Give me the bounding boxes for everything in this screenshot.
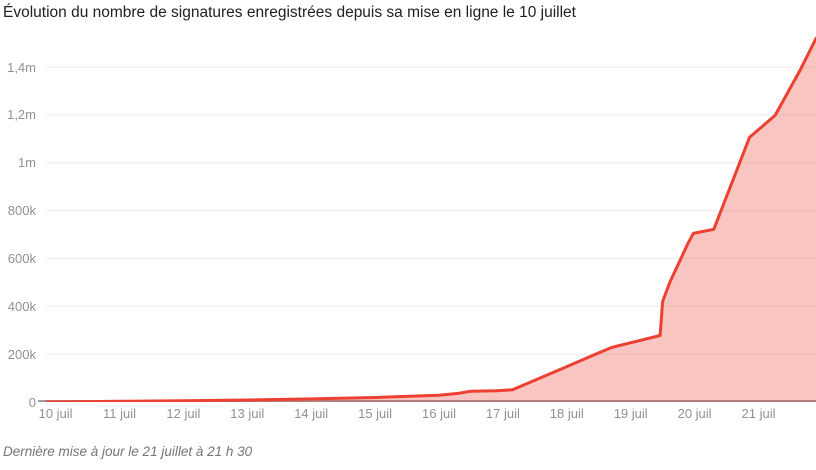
- x-axis-line: [38, 400, 816, 402]
- signatures-area-fill: [46, 38, 816, 402]
- y-axis-label: 800k: [7, 203, 36, 219]
- x-axis-label: 17 juil: [485, 406, 520, 421]
- x-axis-label: 16 juil: [422, 406, 456, 421]
- plot-area[interactable]: [46, 36, 816, 402]
- y-axis-label: 1,2m: [7, 107, 36, 123]
- x-axis-label: 20 juil: [677, 406, 712, 421]
- y-axis-label: 0: [28, 394, 36, 410]
- signatures-line-series: [46, 36, 816, 402]
- x-axis-label: 13 juil: [230, 406, 265, 421]
- x-axis-label: 10 juil: [38, 406, 73, 421]
- x-axis-label: 21 juil: [741, 406, 776, 421]
- x-axis-label: 12 juil: [166, 406, 201, 421]
- x-axis-label: 15 juil: [358, 406, 393, 421]
- y-axis-label: 1,4m: [7, 59, 36, 75]
- last-updated-note: Dernière mise à jour le 21 juillet à 21 …: [3, 444, 253, 459]
- y-axis-label: 1m: [17, 155, 36, 171]
- y-axis-label: 200k: [7, 346, 36, 362]
- x-axis-label: 18 juil: [549, 406, 584, 421]
- chart-title: Évolution du nombre de signatures enregi…: [3, 4, 576, 21]
- x-axis-label: 11 juil: [102, 406, 136, 421]
- y-axis-label: 600k: [7, 250, 36, 266]
- x-axis-label: 19 juil: [613, 406, 648, 421]
- x-axis-label: 14 juil: [294, 406, 329, 421]
- y-axis-label: 400k: [7, 298, 36, 314]
